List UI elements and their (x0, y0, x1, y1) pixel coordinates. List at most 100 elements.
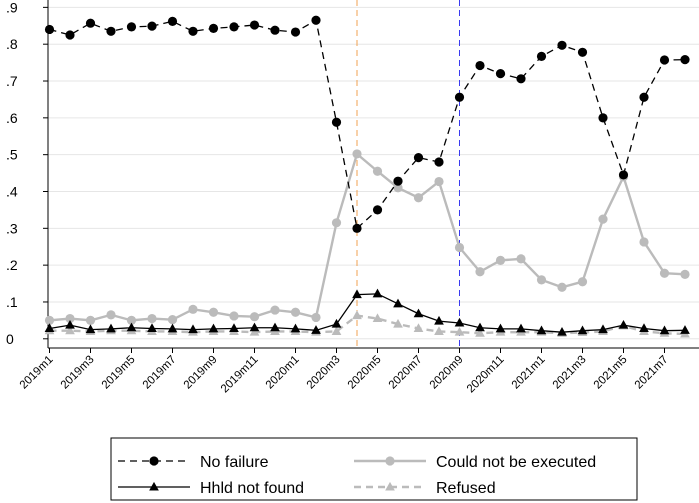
data-point (557, 282, 567, 292)
data-point (434, 157, 444, 167)
legend-label: Could not be executed (436, 454, 596, 471)
data-point (557, 326, 567, 336)
series-refused (44, 310, 690, 338)
y-axis: 0 .1 .2 .3 .4 .5 .6 .7 .8 .9 (6, 0, 49, 348)
series-no-failure (44, 15, 690, 233)
data-point (270, 25, 280, 35)
data-point (44, 315, 55, 325)
y-tick-label: .9 (6, 0, 18, 15)
x-tick-label: 2019m7 (141, 354, 179, 392)
data-point (536, 275, 547, 285)
y-tick-label: .1 (6, 294, 18, 310)
series-could-not-be-executed (44, 149, 690, 325)
data-point (249, 322, 260, 332)
data-point (85, 18, 96, 28)
data-point (393, 318, 403, 328)
grid (48, 6, 699, 340)
data-point (311, 312, 321, 323)
data-point (516, 323, 526, 333)
legend-swatch-marker (149, 481, 159, 491)
data-point (618, 170, 629, 180)
x-tick-label: 2020m9 (428, 354, 466, 392)
data-point (352, 310, 362, 320)
data-point (290, 323, 301, 333)
data-point (413, 323, 424, 332)
x-tick-label: 2019m5 (100, 354, 138, 392)
data-point (290, 27, 301, 37)
data-point (65, 319, 75, 329)
data-point (639, 323, 649, 332)
data-point (618, 319, 629, 329)
data-point (85, 324, 96, 334)
data-point (557, 40, 567, 50)
legend-swatch-marker (149, 456, 159, 466)
data-point (208, 23, 219, 33)
data-point (106, 26, 116, 36)
y-tick-label: .7 (6, 73, 18, 89)
data-point (65, 313, 75, 324)
data-point (229, 311, 239, 321)
data-point (167, 315, 178, 325)
data-point (680, 55, 690, 65)
data-point (311, 15, 321, 25)
data-point (393, 298, 403, 308)
reference-lines (356, 0, 460, 348)
data-point (413, 153, 424, 163)
data-point (393, 183, 403, 193)
y-tick-label: .5 (6, 147, 18, 163)
data-point (126, 322, 137, 332)
x-tick-label: 2020m3 (305, 354, 343, 392)
data-point (208, 307, 219, 317)
x-axis: 2019m1 2019m3 2019m5 2019m7 2019m9 2019m11 202… (18, 347, 699, 396)
data-point (536, 325, 547, 335)
data-point (147, 21, 157, 31)
legend-item: Refused (354, 480, 496, 497)
legend-label: Refused (436, 480, 496, 497)
data-point (434, 315, 444, 325)
x-tick-label: 2019m1 (18, 354, 56, 392)
data-point (598, 324, 608, 334)
data-point (106, 310, 116, 320)
x-tick-label: 2019m11 (219, 354, 261, 396)
data-point (475, 60, 485, 71)
data-point (65, 30, 75, 40)
data-point (536, 51, 547, 61)
data-point (44, 323, 55, 332)
series-line (49, 19, 686, 230)
series-layer (44, 15, 690, 338)
data-point (126, 315, 137, 325)
data-point (249, 20, 260, 30)
data-point (413, 308, 424, 318)
data-point (639, 92, 649, 102)
data-point (372, 288, 383, 298)
data-point (167, 323, 178, 333)
data-point (475, 328, 485, 337)
data-point (434, 326, 444, 335)
y-tick-label: .6 (6, 110, 18, 126)
data-point (311, 325, 321, 334)
data-point (495, 323, 506, 333)
data-point (577, 47, 588, 57)
data-point (270, 305, 280, 315)
x-tick-label: 2021m7 (633, 354, 671, 392)
series-line (49, 293, 686, 333)
data-point (393, 176, 403, 186)
data-point (598, 214, 608, 224)
data-point (331, 318, 342, 328)
data-point (454, 317, 465, 327)
data-point (229, 22, 239, 32)
y-tick-label: .3 (6, 220, 18, 236)
y-tick-label: .4 (6, 183, 18, 199)
y-tick-label: .2 (6, 257, 18, 273)
legend-swatch-marker (385, 481, 395, 491)
data-point (372, 205, 383, 215)
data-point (680, 325, 690, 334)
data-point (167, 16, 178, 26)
data-point (495, 255, 506, 265)
data-point (188, 26, 198, 36)
legend-swatch-marker (385, 456, 395, 466)
x-tick-label: 2020m11 (465, 354, 507, 396)
data-point (454, 242, 465, 253)
data-point (680, 269, 690, 279)
